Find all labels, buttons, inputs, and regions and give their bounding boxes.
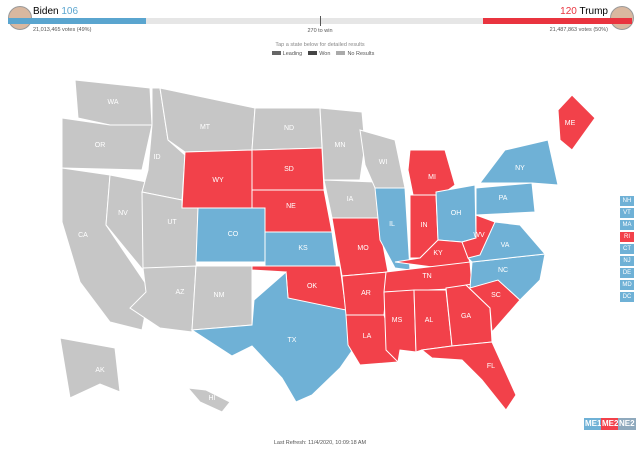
state-label: MT: [200, 124, 211, 131]
state[interactable]: [557, 94, 596, 151]
small-state[interactable]: CT: [620, 244, 634, 254]
small-state[interactable]: DC: [620, 292, 634, 302]
name: Trump: [579, 6, 608, 17]
legend-label: Won: [319, 51, 331, 57]
state[interactable]: [190, 270, 357, 403]
state-label: WI: [379, 159, 388, 166]
state-label: SC: [491, 292, 501, 299]
legend-swatch: [308, 51, 318, 55]
state[interactable]: [186, 387, 231, 413]
bar-left: [8, 18, 146, 24]
legend-swatch: [271, 51, 281, 55]
district[interactable]: NE2: [618, 418, 636, 430]
legend: Leading Won No Results: [0, 51, 640, 57]
state-label: NM: [214, 292, 225, 299]
state-label: ID: [154, 154, 161, 161]
state-label: IL: [389, 221, 395, 228]
state-label: OH: [451, 210, 462, 217]
district[interactable]: ME1: [584, 418, 603, 430]
state[interactable]: [159, 87, 256, 153]
state-label: MS: [392, 317, 403, 324]
electoral-votes: 120: [560, 6, 577, 17]
state-label: PA: [499, 195, 508, 202]
state-label: SD: [284, 166, 294, 173]
state-label: NE: [286, 203, 296, 210]
state[interactable]: [61, 117, 153, 171]
state-label: KS: [298, 245, 308, 252]
small-state[interactable]: NH: [620, 196, 634, 206]
state-label: NY: [515, 165, 525, 172]
legend-label: Leading: [282, 51, 303, 57]
state-label: AL: [425, 317, 434, 324]
small-state[interactable]: MD: [620, 280, 634, 290]
state-label: UT: [167, 219, 177, 226]
state-label: CA: [78, 232, 88, 239]
state-label: FL: [487, 363, 495, 370]
state-label: CO: [228, 231, 239, 238]
state-label: OK: [307, 283, 317, 290]
state-label: AR: [361, 290, 371, 297]
state-label: AK: [95, 367, 105, 374]
votes: 21,487,863 votes (50%): [549, 27, 608, 33]
electoral-votes: 106: [61, 6, 79, 17]
state-label: WA: [107, 99, 118, 106]
state-label: NC: [498, 267, 508, 274]
state-label: LA: [363, 333, 372, 340]
state-label: MI: [428, 174, 436, 181]
state-label: WY: [212, 177, 224, 184]
state[interactable]: [59, 337, 121, 399]
small-state[interactable]: VT: [620, 208, 634, 218]
small-state[interactable]: DE: [620, 268, 634, 278]
state-label: MN: [335, 142, 346, 149]
state-label: GA: [461, 313, 471, 320]
state[interactable]: [461, 214, 496, 259]
state-label: ND: [284, 125, 294, 132]
state-label: KY: [433, 250, 443, 257]
threshold-mark: [320, 16, 321, 26]
small-state[interactable]: MA: [620, 220, 634, 230]
state-label: ME: [565, 120, 576, 127]
state[interactable]: [319, 107, 366, 181]
state[interactable]: [478, 139, 559, 186]
state[interactable]: [475, 182, 536, 216]
state[interactable]: [420, 341, 517, 411]
instruction: Tap a state below for detailed results: [275, 42, 365, 48]
state-label: HI: [209, 395, 216, 402]
state-label: TN: [422, 273, 431, 280]
bar-right: [483, 18, 632, 24]
name: Biden: [33, 6, 59, 17]
state-label: IA: [347, 196, 354, 203]
votes: 21,013,465 votes (49%): [33, 27, 92, 33]
small-state[interactable]: NJ: [620, 256, 634, 266]
state-label: OR: [95, 142, 106, 149]
state-label: NV: [118, 210, 128, 217]
state-label: WV: [473, 232, 485, 239]
state-label: VA: [501, 242, 510, 249]
footer: Last Refresh: 11/4/2020, 10:09:18 AM: [273, 440, 367, 446]
state-label: AZ: [176, 289, 186, 296]
candidate-left: Biden 106: [33, 6, 78, 17]
legend-label: No Results: [347, 51, 375, 57]
threshold: 270 to win: [307, 28, 333, 34]
state[interactable]: [383, 289, 417, 364]
state-label: IN: [421, 222, 428, 229]
state-label: MO: [357, 245, 369, 252]
district[interactable]: ME2: [601, 418, 620, 430]
legend-swatch: [336, 51, 346, 55]
candidate-right: 120 Trump: [560, 6, 608, 17]
state-label: TX: [288, 337, 297, 344]
state[interactable]: [374, 187, 411, 271]
small-state[interactable]: RI: [620, 232, 634, 242]
